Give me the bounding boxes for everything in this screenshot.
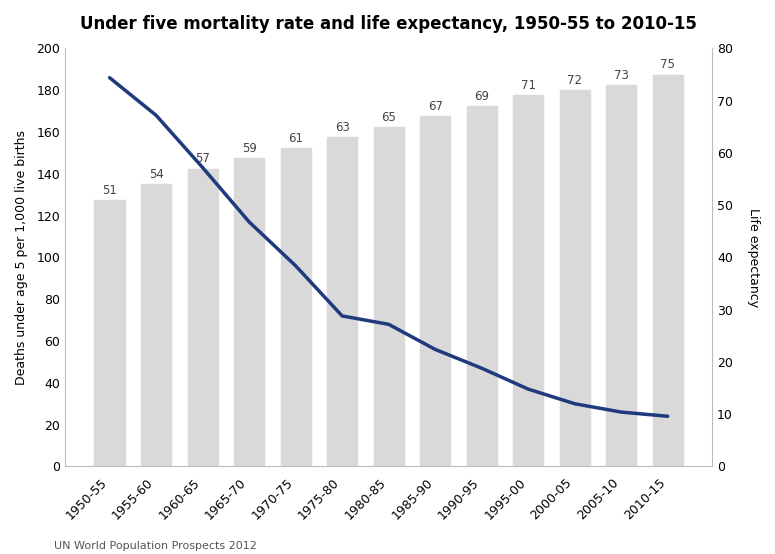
- Text: UN World Population Prospects 2012: UN World Population Prospects 2012: [54, 541, 257, 551]
- Text: 72: 72: [567, 74, 582, 87]
- Title: Under five mortality rate and life expectancy, 1950-55 to 2010-15: Under five mortality rate and life expec…: [81, 15, 697, 33]
- Bar: [234, 158, 264, 466]
- Bar: [420, 116, 450, 466]
- Y-axis label: Life expectancy: Life expectancy: [747, 208, 760, 307]
- Bar: [606, 85, 636, 466]
- Text: 57: 57: [195, 152, 210, 166]
- Text: 69: 69: [474, 90, 489, 103]
- Bar: [95, 200, 125, 466]
- Text: 67: 67: [428, 100, 443, 113]
- Bar: [374, 127, 404, 466]
- Y-axis label: Deaths under age 5 per 1,000 live births: Deaths under age 5 per 1,000 live births: [15, 130, 28, 385]
- Text: 51: 51: [102, 184, 117, 197]
- Text: 73: 73: [614, 69, 629, 82]
- Text: 65: 65: [381, 111, 396, 124]
- Bar: [513, 95, 543, 466]
- Bar: [141, 184, 171, 466]
- Text: 54: 54: [149, 168, 164, 181]
- Bar: [467, 106, 497, 466]
- Text: 71: 71: [521, 79, 536, 93]
- Bar: [560, 90, 590, 466]
- Bar: [188, 168, 218, 466]
- Text: 59: 59: [242, 142, 257, 155]
- Text: 61: 61: [288, 132, 303, 145]
- Bar: [653, 75, 683, 466]
- Bar: [281, 148, 311, 466]
- Text: 75: 75: [660, 58, 675, 71]
- Text: 63: 63: [335, 121, 350, 134]
- Bar: [327, 137, 357, 466]
